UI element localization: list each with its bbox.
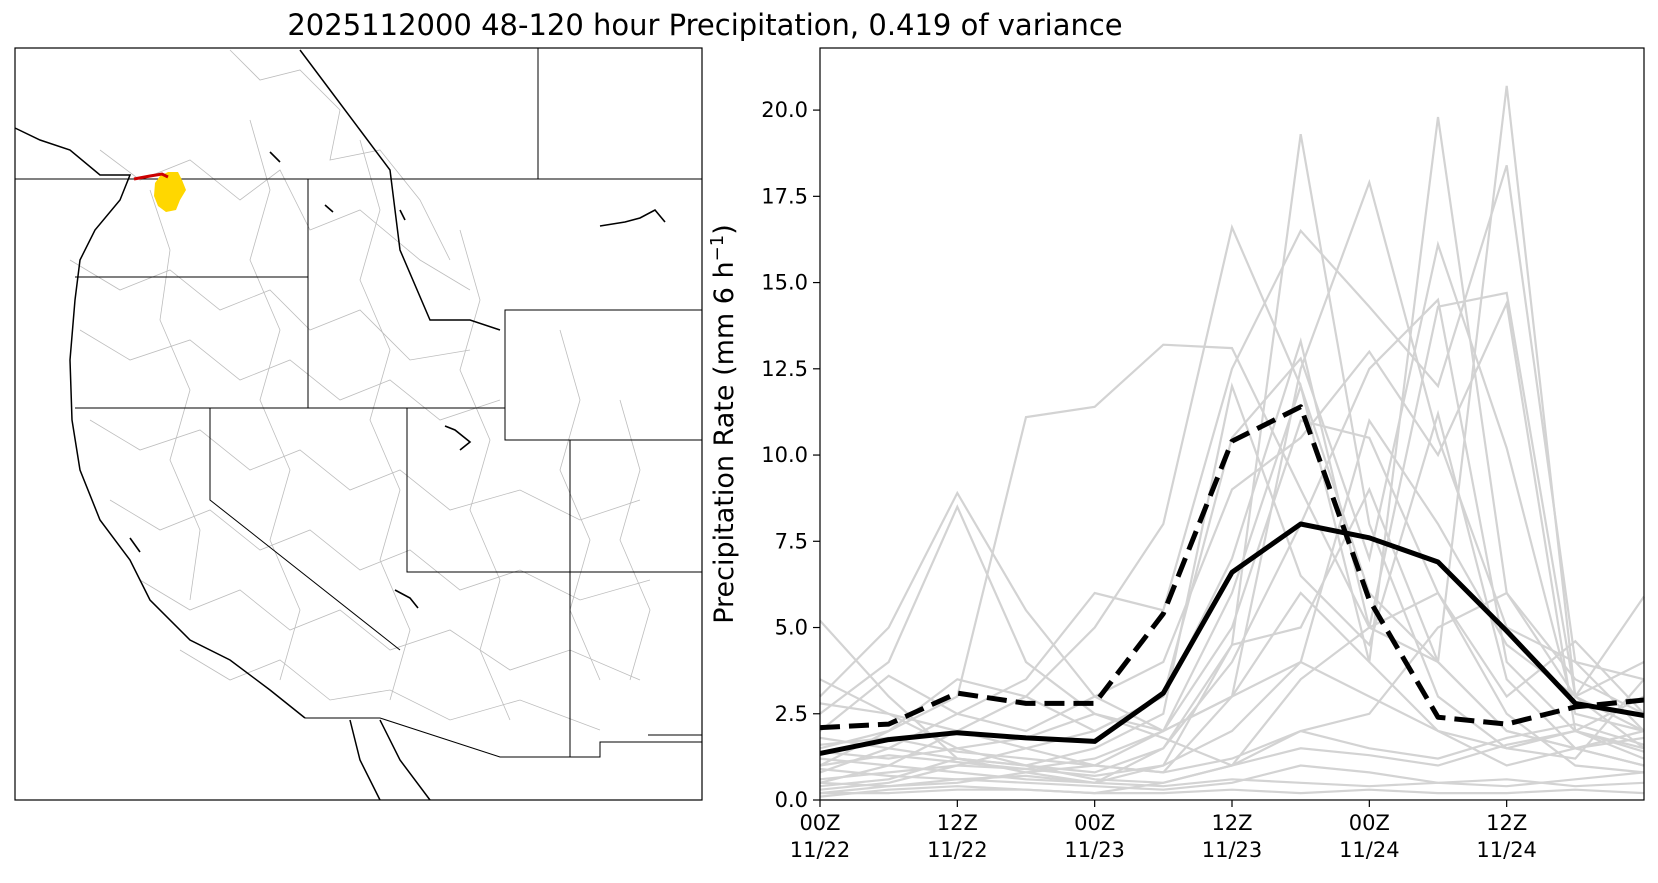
series-line-solid (819, 521, 1645, 756)
x-tick-label-date: 11/22 (790, 838, 851, 862)
y-tick-label: 17.5 (761, 184, 808, 208)
x-tick-label-date: 11/24 (1476, 838, 1537, 862)
x-tick-label-time: 12Z (1486, 811, 1527, 835)
y-tick-label: 10.0 (761, 443, 808, 467)
basin-boundaries (69, 49, 651, 731)
member-line-22 (819, 774, 1645, 788)
x-tick-label-time: 12Z (937, 811, 978, 835)
x-tick-label-time: 00Z (1349, 811, 1390, 835)
member-line-7 (819, 240, 1645, 750)
highlight-basin (133, 172, 186, 212)
plot-frame (819, 47, 1645, 801)
y-tick-label: 2.5 (775, 702, 808, 726)
series-line-dashed (819, 404, 1645, 731)
summary-series (819, 404, 1645, 756)
member-line-19 (819, 591, 1645, 784)
y-tick-label: 0.0 (775, 788, 808, 812)
state-boundaries (15, 48, 703, 758)
member-line-18 (819, 486, 1645, 788)
y-tick-label: 12.5 (761, 357, 808, 381)
y-axis-label-sup: −1 (707, 235, 728, 262)
member-line-21 (820, 788, 1645, 795)
member-line-20 (819, 660, 1645, 771)
x-tick-label-time: 00Z (1074, 811, 1115, 835)
x-axis: 00Z 11/22 12Z 11/22 00Z 11/23 12Z 11/23 00Z 11/24… (790, 800, 1537, 862)
member-line-13 (819, 418, 1645, 781)
y-axis-label: Precipitation Rate (mm 6 h−1) (707, 224, 740, 624)
x-tick-label-date: 11/23 (1202, 838, 1263, 862)
figure-title: 2025112000 48-120 hour Precipitation, 0.… (287, 8, 1123, 42)
member-line-6 (819, 164, 1645, 774)
x-tick-label-time: 12Z (1211, 811, 1252, 835)
member-line-10 (819, 299, 1645, 760)
x-tick-label-date: 11/24 (1339, 838, 1400, 862)
y-tick-label: 7.5 (775, 529, 808, 553)
member-line-5 (819, 85, 1645, 784)
water-bodies (129, 151, 666, 609)
x-tick-label-date: 11/23 (1064, 838, 1125, 862)
x-tick-label-time: 00Z (799, 811, 840, 835)
y-axis: 0.0 2.5 5.0 7.5 10.0 12.5 15.0 17.5 20.0 (761, 98, 820, 812)
y-axis-label-main: Precipitation Rate (mm 6 h (709, 261, 740, 623)
y-tick-label: 15.0 (761, 271, 808, 295)
x-tick-label-date: 11/22 (927, 838, 988, 862)
y-axis-label-close: ) (709, 224, 740, 235)
y-tick-label: 5.0 (775, 616, 808, 640)
map-frame (14, 47, 703, 801)
member-line-23 (819, 722, 1645, 774)
coastline (14, 49, 501, 801)
y-tick-label: 20.0 (761, 98, 808, 122)
member-line-11 (819, 419, 1645, 795)
member-line-9 (819, 297, 1645, 784)
